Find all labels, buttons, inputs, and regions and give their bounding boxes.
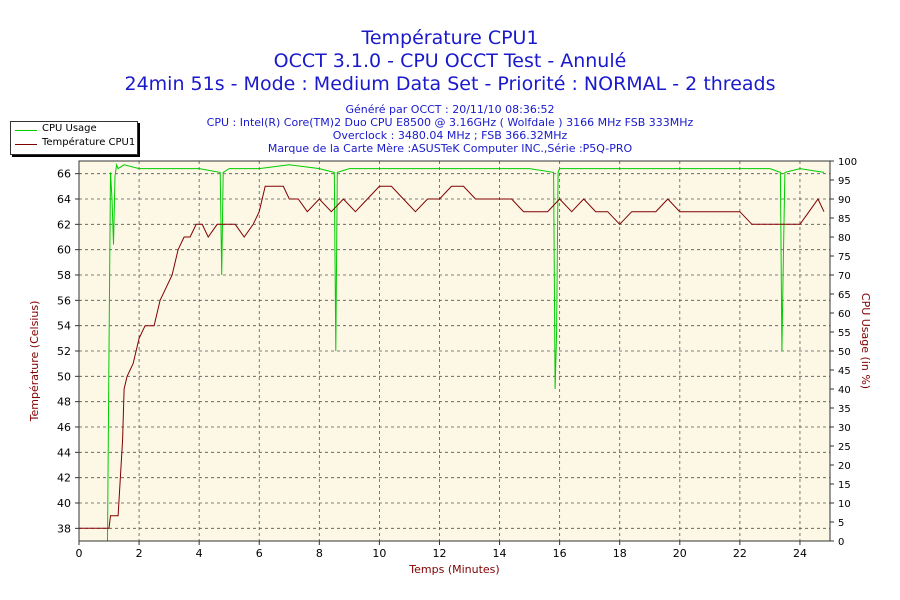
series-line-cpu-usage bbox=[107, 162, 825, 542]
y-right-tick-label: 0 bbox=[838, 537, 844, 548]
y-left-tick-label: 40 bbox=[57, 497, 71, 510]
x-tick-label: 2 bbox=[136, 547, 143, 560]
chart-details: 24min 51s - Mode : Medium Data Set - Pri… bbox=[124, 73, 776, 95]
y-right-tick-label: 45 bbox=[838, 366, 851, 377]
overclock-info: Overclock : 3480.04 MHz ; FSB 366.32MHz bbox=[332, 129, 568, 142]
y-right-tick-label: 95 bbox=[838, 176, 851, 187]
y-left-tick-label: 58 bbox=[57, 269, 71, 282]
y-left-tick-label: 44 bbox=[57, 446, 71, 459]
y-right-tick-label: 35 bbox=[838, 404, 851, 415]
y-right-tick-label: 70 bbox=[838, 271, 851, 282]
legend-swatch-temperature bbox=[15, 144, 37, 145]
y-right-tick-label: 15 bbox=[838, 480, 851, 491]
y-right-tick-label: 10 bbox=[838, 499, 851, 510]
chart-subtitle: OCCT 3.1.0 - CPU OCCT Test - Annulé bbox=[273, 50, 627, 72]
y-left-tick-label: 56 bbox=[57, 294, 71, 307]
y-left-tick-label: 60 bbox=[57, 244, 71, 257]
x-tick-label: 6 bbox=[256, 547, 263, 560]
y-left-tick-label: 48 bbox=[57, 396, 71, 409]
x-tick-label: 12 bbox=[432, 547, 446, 560]
x-tick-label: 8 bbox=[316, 547, 323, 560]
y-right-tick-label: 75 bbox=[838, 252, 851, 263]
y-right-tick-label: 80 bbox=[838, 233, 851, 244]
y-left-tick-label: 54 bbox=[57, 320, 71, 333]
x-axis-label: Temps (Minutes) bbox=[408, 563, 499, 576]
y-left-tick-label: 50 bbox=[57, 370, 71, 383]
y-left-tick-label: 62 bbox=[57, 218, 71, 231]
series-line-temperature bbox=[79, 185, 825, 529]
x-tick-label: 4 bbox=[196, 547, 203, 560]
motherboard-info: Marque de la Carte Mère :ASUSTeK Compute… bbox=[267, 142, 633, 155]
y-left-tick-label: 64 bbox=[57, 193, 71, 206]
series-layer bbox=[79, 162, 825, 542]
x-tick-label: 10 bbox=[372, 547, 386, 560]
x-tick-label: 16 bbox=[553, 547, 567, 560]
axis-ticks: 0 2 4 6 8 10 12 14 16 18 20 22 243840424446485052545… bbox=[57, 157, 857, 560]
chart-title: Température CPU1 bbox=[361, 27, 539, 49]
legend-item-cpu-usage: CPU Usage bbox=[11, 123, 135, 137]
legend-label-temperature: Température CPU1 bbox=[42, 137, 136, 148]
x-tick-label: 24 bbox=[793, 547, 807, 560]
x-tick-label: 18 bbox=[613, 547, 627, 560]
y-right-tick-label: 25 bbox=[838, 442, 851, 453]
x-tick-label: 20 bbox=[673, 547, 687, 560]
y-right-tick-label: 5 bbox=[838, 518, 844, 529]
y-left-tick-label: 52 bbox=[57, 345, 71, 358]
y-right-tick-label: 30 bbox=[838, 423, 851, 434]
y-left-tick-label: 42 bbox=[57, 472, 71, 485]
cpu-info: CPU : Intel(R) Core(TM)2 Duo CPU E8500 @… bbox=[206, 116, 694, 129]
y-right-tick-label: 65 bbox=[838, 290, 851, 301]
y-right-tick-label: 60 bbox=[838, 309, 851, 320]
y-right-tick-label: 90 bbox=[838, 195, 851, 206]
y-axis-left-label: Température (Celsius) bbox=[28, 301, 41, 423]
y-right-tick-label: 50 bbox=[838, 347, 851, 358]
y-right-tick-label: 85 bbox=[838, 214, 851, 225]
y-left-tick-label: 38 bbox=[57, 522, 71, 535]
y-right-tick-label: 20 bbox=[838, 461, 851, 472]
y-axis-right-label: CPU Usage (in %) bbox=[859, 293, 872, 389]
x-tick-label: 0 bbox=[76, 547, 83, 560]
x-tick-label: 14 bbox=[493, 547, 507, 560]
y-left-tick-label: 46 bbox=[57, 421, 71, 434]
chart-legend: CPU Usage Température CPU1 bbox=[10, 121, 138, 155]
y-right-tick-label: 40 bbox=[838, 385, 851, 396]
legend-item-temperature: Température CPU1 bbox=[11, 137, 135, 151]
grid-lines bbox=[79, 161, 830, 541]
x-tick-label: 22 bbox=[733, 547, 747, 560]
legend-swatch-cpu-usage bbox=[15, 130, 37, 131]
y-right-tick-label: 100 bbox=[838, 157, 857, 168]
y-right-tick-label: 55 bbox=[838, 328, 851, 339]
generated-info: Généré par OCCT : 20/11/10 08:36:52 bbox=[345, 103, 555, 116]
y-left-tick-label: 66 bbox=[57, 168, 71, 181]
legend-label-cpu-usage: CPU Usage bbox=[42, 123, 97, 134]
